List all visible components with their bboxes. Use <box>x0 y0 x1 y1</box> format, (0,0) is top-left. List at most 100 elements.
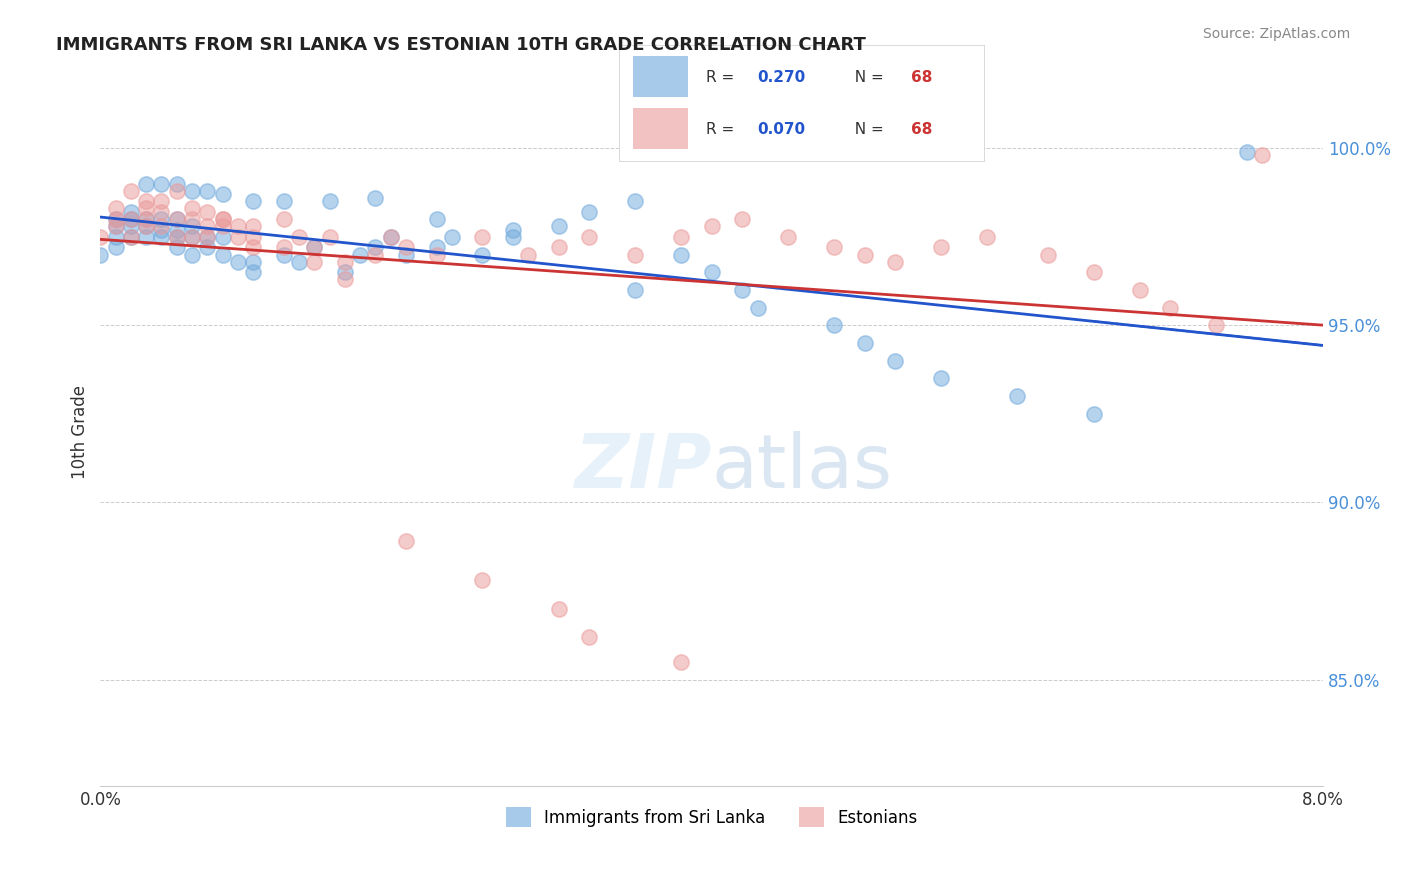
Point <box>120 212 142 227</box>
Y-axis label: 10th Grade: 10th Grade <box>72 384 89 479</box>
Point <box>181 229 204 244</box>
Point <box>578 630 600 644</box>
Point <box>226 229 249 244</box>
Point <box>471 229 494 244</box>
Point <box>104 219 127 234</box>
Point <box>471 247 494 261</box>
Point <box>976 229 998 244</box>
Legend: Immigrants from Sri Lanka, Estonians: Immigrants from Sri Lanka, Estonians <box>499 800 924 834</box>
Point <box>349 247 371 261</box>
Point <box>195 229 218 244</box>
Point <box>195 219 218 234</box>
Point <box>150 223 173 237</box>
Point <box>89 247 111 261</box>
Text: 68: 68 <box>911 70 932 85</box>
Point <box>211 212 233 227</box>
Point <box>242 229 264 244</box>
Point <box>318 194 340 209</box>
Point <box>104 202 127 216</box>
Point <box>364 191 387 205</box>
Point <box>166 184 188 198</box>
Point <box>380 229 402 244</box>
Point <box>104 212 127 227</box>
Point <box>211 212 233 227</box>
Point <box>669 229 692 244</box>
Text: IMMIGRANTS FROM SRI LANKA VS ESTONIAN 10TH GRADE CORRELATION CHART: IMMIGRANTS FROM SRI LANKA VS ESTONIAN 10… <box>56 36 866 54</box>
Point <box>150 205 173 219</box>
Point <box>502 229 524 244</box>
Point <box>823 240 845 254</box>
Point <box>242 265 264 279</box>
Point <box>669 247 692 261</box>
Bar <box>633 56 688 97</box>
Point <box>89 229 111 244</box>
Point <box>135 212 157 227</box>
Point <box>195 229 218 244</box>
Point <box>548 219 571 234</box>
Point <box>104 212 127 227</box>
Point <box>624 283 647 297</box>
Point <box>120 219 142 234</box>
Point <box>548 601 571 615</box>
Point <box>226 219 249 234</box>
Text: 0.270: 0.270 <box>758 70 806 85</box>
Text: N =: N = <box>845 70 889 85</box>
Point <box>181 229 204 244</box>
Point <box>395 247 418 261</box>
Point <box>1159 301 1181 315</box>
Point <box>150 229 173 244</box>
Point <box>181 219 204 234</box>
Point <box>502 223 524 237</box>
Point <box>273 247 295 261</box>
Text: R =: R = <box>706 121 740 136</box>
Point <box>1205 318 1227 333</box>
Point <box>578 205 600 219</box>
Point <box>700 219 723 234</box>
Point <box>181 184 204 198</box>
Point <box>471 574 494 588</box>
Point <box>1036 247 1059 261</box>
Point <box>1236 145 1258 159</box>
Point <box>426 240 449 254</box>
Point <box>166 229 188 244</box>
Point <box>700 265 723 279</box>
Point <box>150 177 173 191</box>
Point <box>104 229 127 244</box>
Point <box>211 187 233 202</box>
Point <box>135 212 157 227</box>
Point <box>333 272 356 286</box>
Point <box>166 229 188 244</box>
Point <box>104 219 127 234</box>
Point <box>120 184 142 198</box>
Text: 68: 68 <box>911 121 932 136</box>
Point <box>242 219 264 234</box>
Point <box>333 254 356 268</box>
Text: atlas: atlas <box>711 431 893 503</box>
Point <box>578 229 600 244</box>
Point <box>242 254 264 268</box>
Point <box>120 229 142 244</box>
Point <box>884 254 907 268</box>
Point <box>195 205 218 219</box>
Text: R =: R = <box>706 70 740 85</box>
Point <box>304 254 326 268</box>
Point <box>150 194 173 209</box>
Point <box>135 219 157 234</box>
Point <box>624 194 647 209</box>
Point <box>135 229 157 244</box>
Point <box>731 283 754 297</box>
Point <box>135 219 157 234</box>
Point <box>166 212 188 227</box>
Point <box>195 184 218 198</box>
Point <box>181 212 204 227</box>
Point <box>426 247 449 261</box>
Point <box>135 177 157 191</box>
Point <box>211 229 233 244</box>
Point <box>395 534 418 549</box>
Point <box>273 194 295 209</box>
Point <box>778 229 800 244</box>
Point <box>548 240 571 254</box>
Point <box>150 212 173 227</box>
Point <box>747 301 769 315</box>
Point <box>273 212 295 227</box>
